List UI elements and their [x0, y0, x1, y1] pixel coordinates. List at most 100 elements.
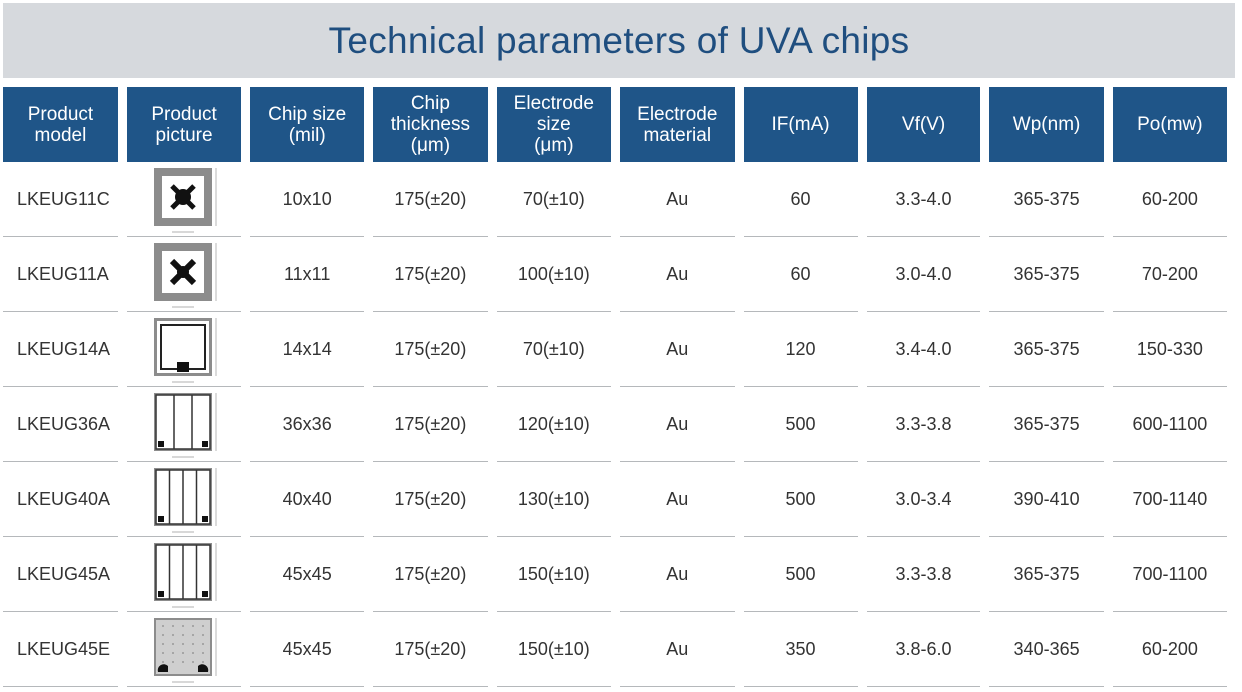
parameter-cell: 60: [743, 237, 858, 312]
chip-diagram: [154, 168, 217, 233]
product-model: LKEUG11C: [3, 162, 118, 237]
column-header: Electrode material: [620, 87, 735, 162]
chip-diagram: [154, 468, 217, 533]
table-row: LKEUG11A 11x11 175(±20) 100(±10) Au 60 3.0-4.0…: [3, 237, 1227, 312]
table-row: LKEUG11C 10x10 175(±20) 70(±10) Au 60 3.3-4.0 3…: [3, 162, 1227, 237]
table-row: LKEUG40A 40x40 175(±20) 130(±10) Au 500 3.0-3.…: [3, 462, 1227, 537]
parameter-cell: 130(±10): [496, 462, 612, 537]
parameter-cell: Au: [620, 237, 735, 312]
table-row: LKEUG45A 45x45 175(±20) 150(±10) Au 500 3.3-3.…: [3, 537, 1227, 612]
product-picture: [126, 162, 242, 237]
parameter-cell: Au: [620, 537, 735, 612]
table-row: LKEUG36A 36x36 175(±20) 120(±10) Au 500 3.3-3.…: [3, 387, 1227, 462]
product-model: LKEUG36A: [3, 387, 118, 462]
parameter-cell: 365-375: [989, 312, 1104, 387]
chip-diagram: [154, 393, 217, 458]
parameter-cell: 60: [743, 162, 858, 237]
table-row: LKEUG45E 45x45 175(±20) 150(±10) Au 350 3.8-6.…: [3, 612, 1227, 687]
parameter-cell: 3.8-6.0: [866, 612, 981, 687]
chip-diagram: [154, 618, 217, 683]
parameter-cell: 3.3-3.8: [866, 387, 981, 462]
parameter-cell: 70-200: [1112, 237, 1227, 312]
column-header: Po(mw): [1112, 87, 1227, 162]
parameter-cell: 175(±20): [373, 237, 488, 312]
parameter-cell: Au: [620, 462, 735, 537]
header-row: Product model Product picture Chip size (m…: [3, 87, 1227, 162]
parameter-cell: 3.3-3.8: [866, 537, 981, 612]
parameter-cell: 500: [743, 462, 858, 537]
column-header: Chip size (mil): [250, 87, 365, 162]
parameter-cell: Au: [620, 162, 735, 237]
parameter-cell: 3.3-4.0: [866, 162, 981, 237]
page-title: Technical parameters of UVA chips: [328, 19, 910, 61]
parameter-cell: 3.4-4.0: [866, 312, 981, 387]
parameter-cell: 365-375: [989, 237, 1104, 312]
product-model: LKEUG40A: [3, 462, 118, 537]
table-row: LKEUG14A 14x14 175(±20) 70(±10) Au 120 3.4-4.0…: [3, 312, 1227, 387]
parameter-cell: 150(±10): [496, 612, 612, 687]
chip-diagram: [154, 318, 217, 383]
column-header: Wp(nm): [989, 87, 1104, 162]
parameter-cell: 150(±10): [496, 537, 612, 612]
parameter-cell: 700-1140: [1112, 462, 1227, 537]
parameter-cell: 175(±20): [373, 462, 488, 537]
product-model: LKEUG45E: [3, 612, 118, 687]
column-header: Product picture: [126, 87, 242, 162]
parameter-cell: 40x40: [250, 462, 365, 537]
parameter-cell: 175(±20): [373, 612, 488, 687]
parameter-cell: 365-375: [989, 387, 1104, 462]
product-picture: [126, 312, 242, 387]
parameter-cell: 700-1100: [1112, 537, 1227, 612]
parameter-cell: 10x10: [250, 162, 365, 237]
parameter-cell: 3.0-3.4: [866, 462, 981, 537]
column-header: Product model: [3, 87, 118, 162]
parameter-cell: 120: [743, 312, 858, 387]
parameter-cell: 175(±20): [373, 387, 488, 462]
parameter-cell: Au: [620, 312, 735, 387]
parameter-cell: 70(±10): [496, 312, 612, 387]
chip-diagram: [154, 243, 217, 308]
column-header: Chip thickness (μm): [373, 87, 488, 162]
product-picture: [126, 387, 242, 462]
parameter-cell: 365-375: [989, 537, 1104, 612]
product-picture: [126, 462, 242, 537]
title-band: Technical parameters of UVA chips: [3, 3, 1235, 78]
parameter-cell: 500: [743, 387, 858, 462]
product-model: LKEUG45A: [3, 537, 118, 612]
parameter-cell: 3.0-4.0: [866, 237, 981, 312]
parameter-cell: 390-410: [989, 462, 1104, 537]
parameter-cell: 100(±10): [496, 237, 612, 312]
product-model: LKEUG11A: [3, 237, 118, 312]
parameter-cell: 60-200: [1112, 612, 1227, 687]
product-picture: [126, 537, 242, 612]
parameter-cell: 60-200: [1112, 162, 1227, 237]
parameter-cell: Au: [620, 612, 735, 687]
parameter-cell: 45x45: [250, 612, 365, 687]
parameter-cell: 14x14: [250, 312, 365, 387]
parameter-cell: 350: [743, 612, 858, 687]
parameter-cell: 45x45: [250, 537, 365, 612]
column-header: IF(mA): [743, 87, 858, 162]
product-picture: [126, 612, 242, 687]
parameter-cell: 11x11: [250, 237, 365, 312]
parameter-cell: 365-375: [989, 162, 1104, 237]
parameter-cell: 150-330: [1112, 312, 1227, 387]
parameter-cell: 600-1100: [1112, 387, 1227, 462]
product-model: LKEUG14A: [3, 312, 118, 387]
table-body: LKEUG11C 10x10 175(±20) 70(±10) Au 60 3.3-4.0 3…: [3, 162, 1227, 687]
chip-diagram: [154, 543, 217, 608]
column-header: Electrode size (μm): [496, 87, 612, 162]
parameter-cell: 175(±20): [373, 162, 488, 237]
parameter-cell: Au: [620, 387, 735, 462]
parameter-cell: 175(±20): [373, 312, 488, 387]
parameter-cell: 500: [743, 537, 858, 612]
parameter-cell: 36x36: [250, 387, 365, 462]
column-header: Vf(V): [866, 87, 981, 162]
parameter-cell: 175(±20): [373, 537, 488, 612]
parameter-cell: 340-365: [989, 612, 1104, 687]
parameter-cell: 70(±10): [496, 162, 612, 237]
product-picture: [126, 237, 242, 312]
parameter-cell: 120(±10): [496, 387, 612, 462]
parameter-table: Product model Product picture Chip size (m…: [0, 87, 1236, 687]
